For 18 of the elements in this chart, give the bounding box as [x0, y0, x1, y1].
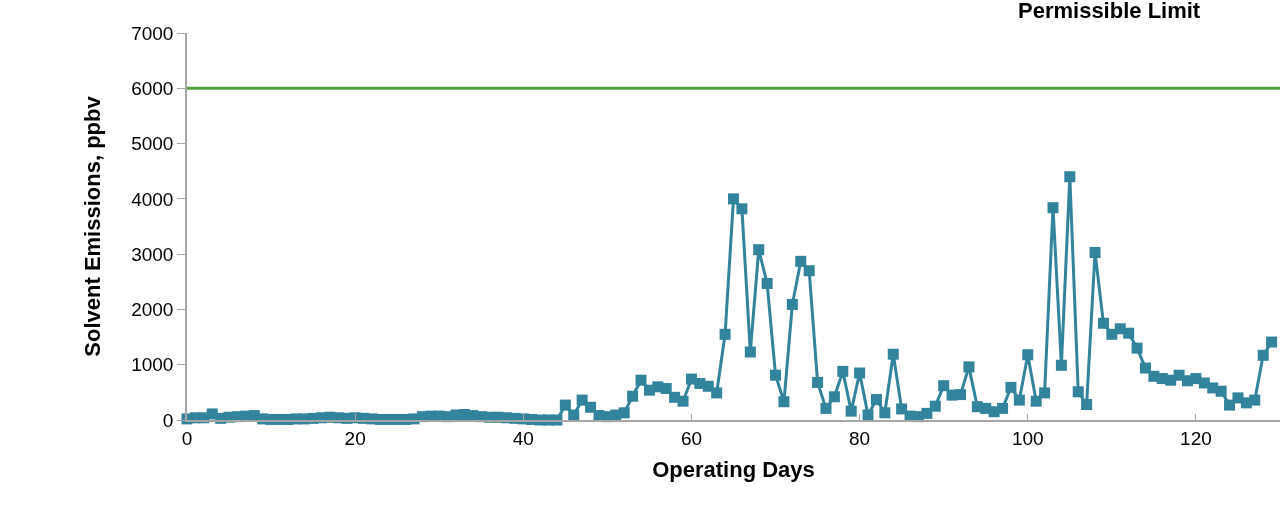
- x-tick-label: 40: [512, 427, 534, 449]
- y-tick-label: 2000: [131, 299, 174, 321]
- y-tick-label: 0: [162, 409, 174, 431]
- y-tick-label: 6000: [131, 77, 174, 99]
- ref-line-label: Permissible Limit: [1018, 0, 1201, 23]
- x-tick-label: 60: [680, 427, 703, 449]
- x-axis-title: Operating Days: [652, 456, 815, 482]
- x-tick-label: 20: [344, 427, 366, 449]
- x-tick-label: 100: [1011, 427, 1044, 449]
- y-axis-title: Solvent Emissions, ppbv: [80, 95, 106, 357]
- y-tick-label: 3000: [131, 243, 174, 265]
- x-tick-label: 120: [1180, 427, 1212, 449]
- y-tick-label: 7000: [131, 22, 174, 44]
- y-tick-label: 1000: [131, 354, 174, 376]
- y-tick-label: 4000: [131, 188, 174, 210]
- x-tick-label: 80: [849, 427, 871, 449]
- x-tick-label: 0: [181, 427, 193, 449]
- y-tick-label: 5000: [131, 133, 174, 155]
